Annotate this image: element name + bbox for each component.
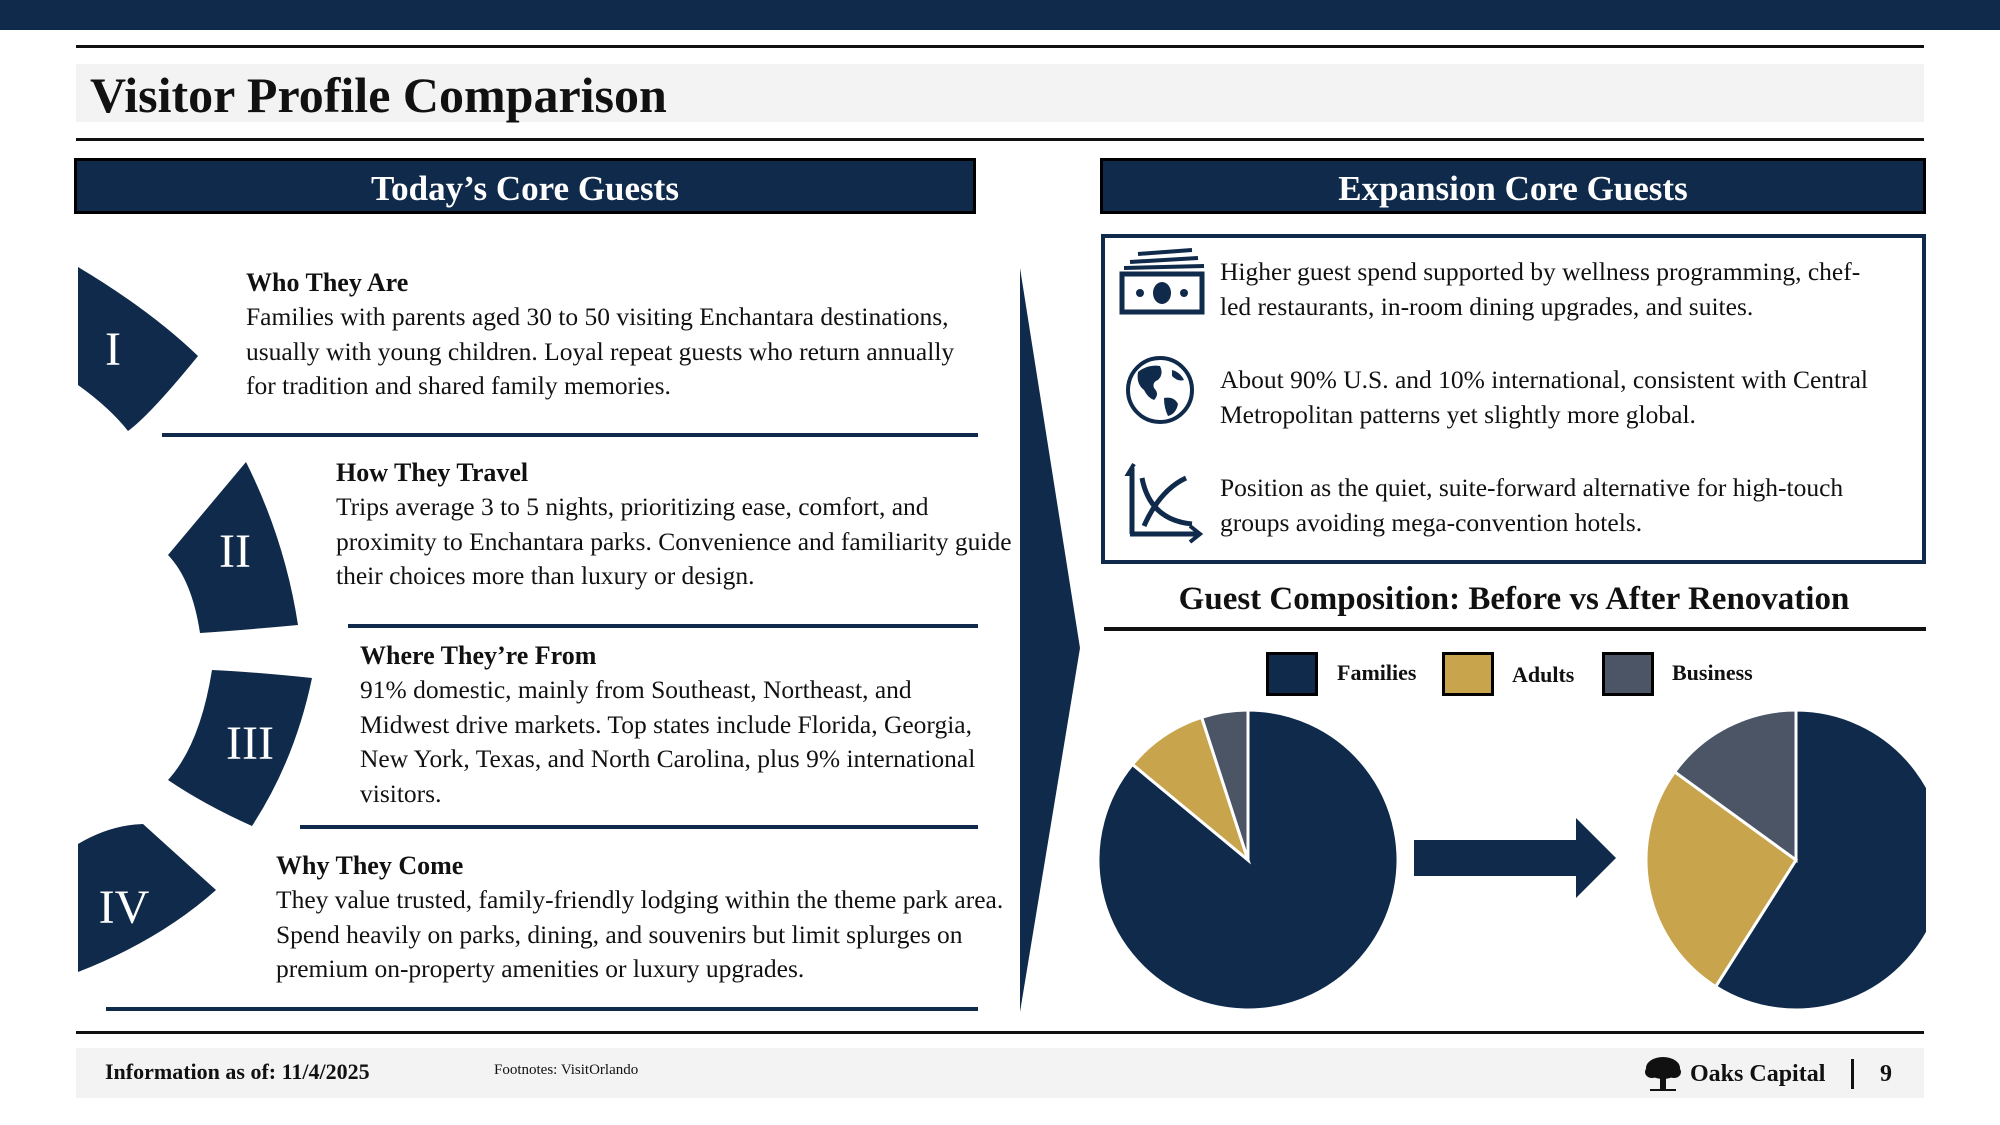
pie-before <box>1096 708 1400 1012</box>
right-header: Expansion Core Guests <box>1100 158 1926 214</box>
pie-before-slice-adults <box>1130 715 1252 865</box>
footer-brand: Oaks Capital <box>1690 1061 1826 1087</box>
separator <box>106 1007 978 1011</box>
pie-before-slice-families <box>1096 708 1400 1012</box>
legend-label-families: Families <box>1337 660 1417 685</box>
legend-swatch-adults <box>1442 652 1494 696</box>
money-icon <box>1119 248 1205 315</box>
item-where: Where They’re From 91% domestic, mainly … <box>360 639 1000 811</box>
item-body: 91% domestic, mainly from Southeast, Nor… <box>360 675 976 808</box>
footer-band <box>76 1048 1924 1098</box>
legend-label-business: Business <box>1672 660 1753 685</box>
footer-footnote: Footnotes: VisitOrlando <box>494 1062 639 1078</box>
segment-ii <box>168 462 298 633</box>
legend-label-adults: Adults <box>1512 662 1575 687</box>
title-band <box>76 64 1924 122</box>
arrow-right-icon <box>1414 818 1616 898</box>
page-title: Visitor Profile Comparison <box>90 67 667 123</box>
footer-rule <box>76 1031 1924 1034</box>
left-header: Today’s Core Guests <box>74 158 976 214</box>
oak-tree-icon <box>1645 1057 1681 1091</box>
item-heading: Where They’re From <box>360 641 597 670</box>
expansion-spend-text: Higher guest spend supported by wellness… <box>1220 257 1861 321</box>
item-heading: Why They Come <box>276 851 464 880</box>
chart-title-rule <box>1104 627 1926 631</box>
pie-after-slice-business <box>1672 708 1798 863</box>
separator <box>162 433 978 437</box>
globe-icon <box>1126 356 1194 424</box>
item-why: Why They Come They value trusted, family… <box>276 849 1016 987</box>
footer-divider <box>1851 1059 1854 1089</box>
pie-after-slice-adults <box>1644 769 1799 989</box>
numeral-iii: III <box>226 717 274 770</box>
item-heading: How They Travel <box>336 458 529 487</box>
chart-axis-icon <box>1124 462 1204 544</box>
expansion-position-text: Position as the quiet, suite-forward alt… <box>1220 473 1844 537</box>
pie-after-slice-families <box>1713 708 1926 1012</box>
chart-title: Guest Composition: Before vs After Renov… <box>1178 581 1850 617</box>
legend-swatch-business <box>1602 652 1654 696</box>
title-top-rule <box>76 45 1924 48</box>
pie-before-slice-business <box>1199 708 1250 861</box>
item-body: They value trusted, family-friendly lodg… <box>276 885 1004 983</box>
top-bar <box>0 0 2000 30</box>
legend-swatch-families <box>1266 652 1318 696</box>
item-heading: Who They Are <box>246 268 409 297</box>
pie-charts <box>1096 708 1926 1012</box>
numeral-segments <box>78 267 312 972</box>
numeral-ii: II <box>219 525 251 578</box>
expansion-origin-text: About 90% U.S. and 10% international, co… <box>1220 365 1869 429</box>
page-number: 9 <box>1880 1061 1892 1087</box>
chevron-divider <box>1020 268 1080 1012</box>
segment-iv <box>78 824 216 972</box>
title-bottom-rule <box>76 138 1924 141</box>
separator <box>348 624 978 628</box>
numeral-iv: IV <box>98 881 150 934</box>
item-body: Families with parents aged 30 to 50 visi… <box>246 302 955 400</box>
footer-date: Information as of: 11/4/2025 <box>105 1059 370 1084</box>
segment-iii <box>168 670 312 826</box>
segment-i <box>78 267 198 431</box>
item-who: Who They Are Families with parents aged … <box>246 266 966 404</box>
item-how: How They Travel Trips average 3 to 5 nig… <box>336 456 1016 594</box>
pie-after <box>1644 708 1926 1012</box>
expansion-box <box>1101 234 1926 564</box>
numeral-i: I <box>105 323 121 376</box>
separator <box>300 825 978 829</box>
item-body: Trips average 3 to 5 nights, prioritizin… <box>336 492 1012 590</box>
